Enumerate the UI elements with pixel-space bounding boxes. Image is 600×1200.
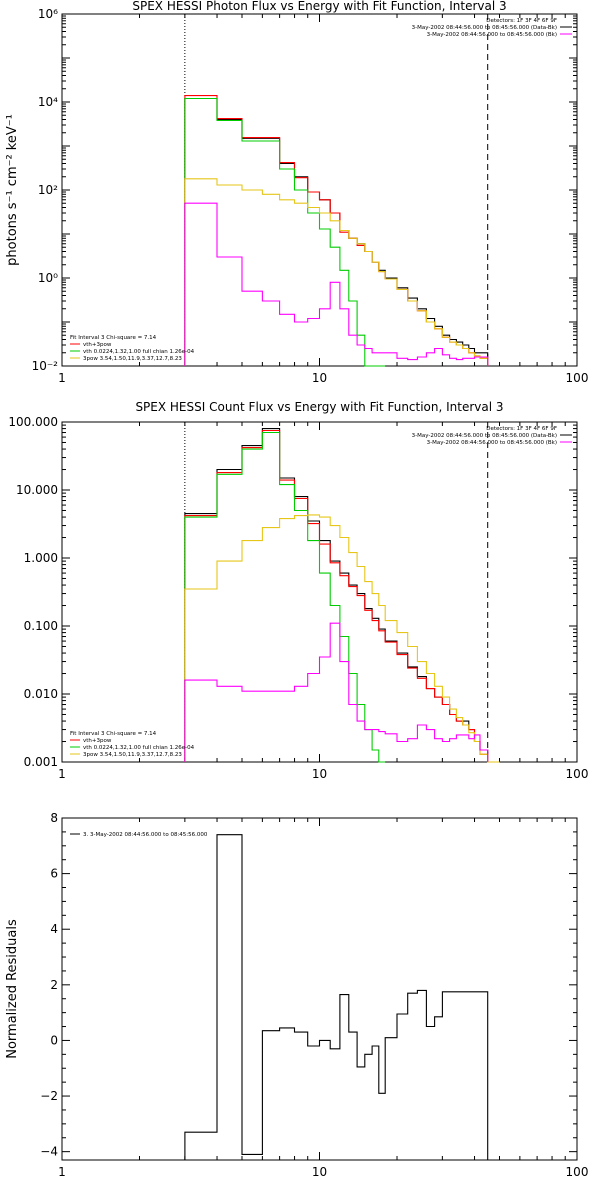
y-tick-label: 10⁶	[38, 7, 58, 21]
x-tick-label: 1	[58, 1165, 66, 1179]
legend-entry: 3-May-2002 08:44:56.000 to 08:45:56.000 …	[427, 32, 557, 38]
series-model-line	[184, 429, 500, 763]
y-tick-label: 0.100	[24, 619, 58, 633]
series-residuals-line	[184, 834, 489, 1160]
series-background-line	[184, 202, 489, 366]
y-tick-label: 8	[50, 811, 58, 825]
series-thermal-line	[184, 97, 386, 367]
legend-entry: 3-May-2002 08:44:56.000 to 08:45:56.000 …	[412, 433, 557, 439]
legend-entry: vth+3pow	[83, 738, 112, 744]
x-tick-label: 100	[566, 1165, 589, 1179]
panel-residuals: 1 10 100 −4 −2 0 2 4 6 8 Normalized Residuals 3. 3-…	[5, 811, 588, 1179]
legend-entry: Fit Interval 3 Chi-square = 7.14	[70, 335, 157, 341]
y-tick-label: 10.000	[16, 483, 58, 497]
legend-entry: 3-May-2002 08:44:56.000 to 08:45:56.000 …	[412, 25, 557, 31]
y-tick-label: 6	[50, 867, 58, 881]
series-model-line	[184, 95, 489, 366]
x-tick-label: 100	[566, 371, 589, 385]
legend-entry: 3. 3-May-2002 08:44:56.000 to 08:45:56.0…	[83, 832, 208, 838]
series-power-law-line	[184, 178, 489, 366]
series-thermal-line	[184, 431, 386, 763]
x-tick-label: 10	[312, 1165, 327, 1179]
legend-entry: Detectors: 1F 3F 4F 6F 9F	[486, 18, 557, 24]
x-tick-label: 1	[58, 371, 66, 385]
x-tick-label: 10	[312, 371, 327, 385]
y-tick-label: 10⁴	[38, 95, 58, 109]
y-tick-label: 0.010	[24, 687, 58, 701]
series-power-law-line	[184, 514, 500, 763]
plot-frame	[61, 421, 578, 763]
x-tick-label: 1	[58, 767, 66, 781]
y-tick-label: −4	[40, 1145, 58, 1159]
chart-title: SPEX HESSI Count Flux vs Energy with Fit…	[135, 400, 503, 414]
y-tick-label: 10²	[38, 183, 58, 197]
y-tick-label: 2	[50, 978, 58, 992]
legend-entry: vth 0.0224,1.32,1.00 full chian 1.26e-04	[83, 349, 195, 355]
series-data-line	[184, 97, 489, 366]
y-tick-label: 4	[50, 922, 58, 936]
legend-entry: Detectors: 1F 3F 4F 6F 9F	[486, 426, 557, 432]
legend-entry: Fit Interval 3 Chi-square = 7.14	[70, 731, 157, 737]
y-axis-label: photons s⁻¹ cm⁻² keV⁻¹	[5, 114, 20, 266]
plot-frame	[61, 817, 578, 1161]
y-tick-label: 10⁰	[38, 271, 58, 285]
x-tick-label: 10	[312, 767, 327, 781]
y-tick-label: −2	[40, 1089, 58, 1103]
panel-count: SPEX HESSI Count Flux vs Energy with Fit…	[8, 400, 588, 781]
legend-entry: 3pow 3.54,1.50,11.9,3.37,12.7,8.23	[83, 356, 182, 362]
legend-entry: 3-May-2002 08:44:56.000 to 08:45:56.000 …	[427, 440, 557, 446]
panel-photon: SPEX HESSI Photon Flux vs Energy with Fi…	[5, 0, 588, 385]
series-data-line	[184, 428, 489, 762]
legend-entry: 3pow 3.54,1.50,11.9,3.37,12.7,8.23	[83, 752, 182, 758]
legend-entry: vth+3pow	[83, 342, 112, 348]
chart-title: SPEX HESSI Photon Flux vs Energy with Fi…	[132, 0, 506, 13]
y-tick-label: 10⁻²	[32, 359, 59, 373]
y-tick-label: 0.001	[24, 755, 58, 769]
y-tick-label: 1.000	[24, 551, 58, 565]
y-axis-label: Normalized Residuals	[5, 919, 20, 1059]
y-tick-label: 100.000	[8, 415, 58, 429]
y-tick-label: 0	[50, 1033, 58, 1047]
legend-entry: vth 0.0224,1.32,1.00 full chian 1.26e-04	[83, 745, 195, 751]
series-background-line	[184, 622, 489, 762]
x-tick-label: 100	[566, 767, 589, 781]
